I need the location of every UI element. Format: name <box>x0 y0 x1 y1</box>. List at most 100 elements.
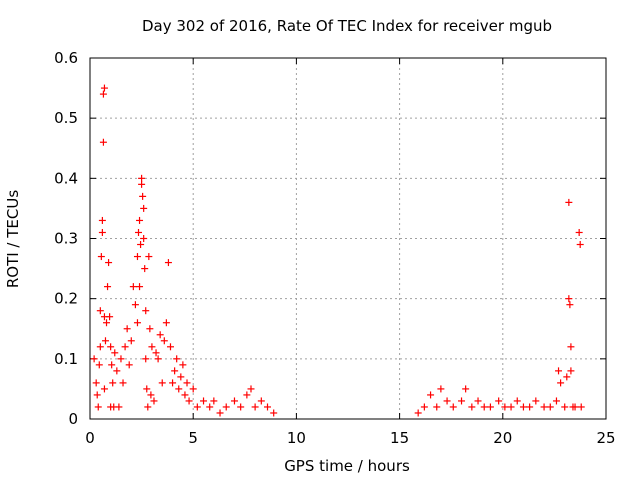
data-point <box>111 349 119 357</box>
data-point <box>99 138 107 146</box>
data-point <box>546 403 554 411</box>
data-point <box>555 367 563 375</box>
data-point <box>216 409 224 417</box>
data-point <box>486 403 494 411</box>
data-point <box>94 403 102 411</box>
data-point <box>571 403 579 411</box>
data-point <box>117 355 125 363</box>
data-point <box>171 367 179 375</box>
data-point <box>462 385 470 393</box>
data-point <box>138 180 146 188</box>
data-point <box>146 325 154 333</box>
data-point <box>147 391 155 399</box>
data-point <box>100 84 108 92</box>
data-point <box>507 403 515 411</box>
data-point <box>138 174 146 182</box>
data-point <box>93 391 101 399</box>
data-point <box>414 409 422 417</box>
data-point <box>270 409 278 417</box>
data-point <box>565 295 573 303</box>
data-point <box>251 403 259 411</box>
data-point <box>526 403 534 411</box>
data-point <box>495 397 503 405</box>
data-point <box>443 397 451 405</box>
x-tick-label: 10 <box>287 429 306 447</box>
plot-frame <box>89 57 607 420</box>
data-point <box>104 283 112 291</box>
data-point <box>200 397 208 405</box>
data-point <box>131 301 139 309</box>
data-point <box>166 343 174 351</box>
data-point <box>144 403 152 411</box>
data-point <box>142 355 150 363</box>
data-point <box>133 253 141 261</box>
data-points <box>90 84 585 417</box>
data-point <box>185 397 193 405</box>
x-tick-labels: 0 5 10 15 20 25 <box>85 429 615 447</box>
data-point <box>142 307 150 315</box>
data-point <box>150 397 158 405</box>
data-point <box>98 216 106 224</box>
data-point <box>136 283 144 291</box>
data-point <box>97 253 105 261</box>
data-point <box>189 385 197 393</box>
y-tick-label: 0.5 <box>54 109 78 127</box>
data-point <box>264 403 272 411</box>
data-point <box>107 343 115 351</box>
data-point <box>141 265 149 273</box>
data-point <box>164 259 172 267</box>
data-point <box>143 385 151 393</box>
data-point <box>420 403 428 411</box>
y-axis-label: ROTI / TECUs <box>4 190 22 288</box>
data-point <box>575 228 583 236</box>
data-point <box>480 403 488 411</box>
y-tick-label: 0.3 <box>54 230 78 248</box>
data-point <box>513 397 521 405</box>
data-point <box>173 355 181 363</box>
data-point <box>115 403 123 411</box>
x-tick-label: 20 <box>493 429 512 447</box>
data-point <box>193 403 201 411</box>
data-point <box>123 325 131 333</box>
data-point <box>427 391 435 399</box>
y-tick-label: 0.1 <box>54 350 78 368</box>
data-point <box>181 391 189 399</box>
data-point <box>162 319 170 327</box>
data-point <box>156 331 164 339</box>
data-point <box>121 343 129 351</box>
grid-lines <box>90 58 606 419</box>
data-point <box>179 361 187 369</box>
data-point <box>540 403 548 411</box>
data-point <box>101 337 109 345</box>
data-point <box>210 397 218 405</box>
x-tick-label: 0 <box>85 429 95 447</box>
data-point <box>183 379 191 387</box>
data-point <box>133 319 141 327</box>
data-point <box>96 307 104 315</box>
data-point <box>160 337 168 345</box>
data-point <box>230 397 238 405</box>
data-point <box>99 90 107 98</box>
data-point <box>552 397 560 405</box>
data-point <box>468 403 476 411</box>
data-point <box>437 385 445 393</box>
data-point <box>119 379 127 387</box>
y-tick-labels: 0 0.1 0.2 0.3 0.4 0.5 0.6 <box>54 49 78 428</box>
data-point <box>561 403 569 411</box>
x-tick-label: 5 <box>188 429 198 447</box>
data-point <box>247 385 255 393</box>
data-point <box>145 253 153 261</box>
data-point <box>140 204 148 212</box>
data-point <box>95 361 103 369</box>
data-point <box>136 216 144 224</box>
x-axis-label: GPS time / hours <box>284 457 410 475</box>
data-point <box>140 235 148 242</box>
data-point <box>113 367 121 375</box>
data-point <box>474 397 482 405</box>
data-point <box>106 313 114 321</box>
data-point <box>100 385 108 393</box>
data-point <box>109 379 117 387</box>
data-point <box>257 397 265 405</box>
